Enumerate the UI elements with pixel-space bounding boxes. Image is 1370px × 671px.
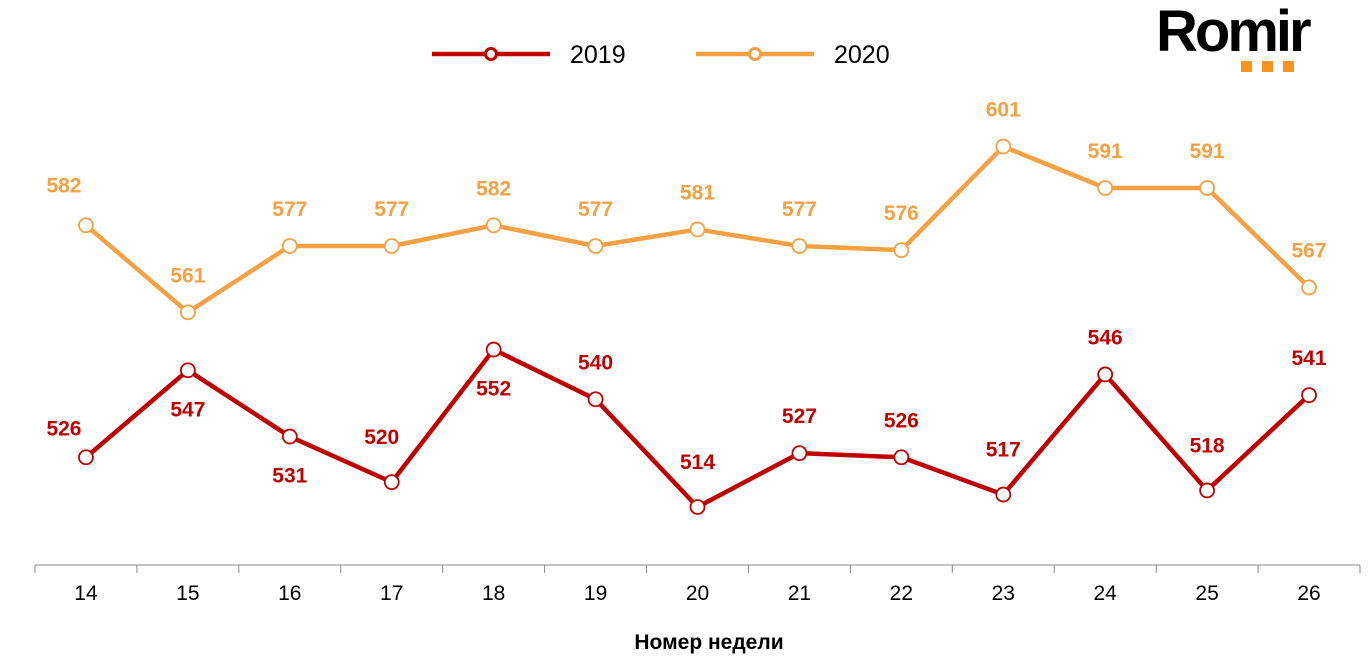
data-label-2020: 581 [680, 181, 715, 204]
data-point-2019 [689, 499, 706, 515]
data-point-2020 [689, 221, 706, 238]
data-label-2020: 577 [374, 198, 409, 221]
data-point-2020 [893, 242, 910, 259]
x-tick-label: 18 [482, 582, 505, 605]
data-point-2019 [383, 474, 400, 491]
data-label-2019: 526 [46, 417, 81, 440]
data-label-2020: 582 [476, 177, 511, 200]
data-point-2019 [281, 428, 298, 445]
data-point-2019 [179, 362, 196, 379]
data-point-2019 [893, 449, 910, 466]
data-label-2019: 517 [986, 439, 1021, 462]
data-label-2020: 577 [782, 198, 817, 221]
data-label-2019: 552 [476, 378, 511, 401]
x-tick-label: 23 [992, 582, 1015, 605]
x-tick-label: 16 [278, 582, 301, 605]
logo-square [1283, 61, 1294, 72]
data-label-2019: 540 [578, 351, 613, 374]
data-label-2019: 531 [272, 465, 307, 488]
data-point-2020 [485, 217, 502, 234]
data-point-2019 [485, 341, 502, 358]
data-label-2020: 567 [1292, 239, 1327, 262]
data-point-2019 [791, 445, 808, 462]
x-tick-label: 20 [686, 582, 709, 605]
legend-marker-2019 [484, 47, 498, 61]
logo-text: Romir [1156, 0, 1312, 64]
data-point-2019 [1097, 366, 1114, 383]
data-point-2020 [1301, 279, 1317, 296]
data-label-2019: 518 [1190, 434, 1225, 457]
series-line-2019 [84, 347, 1311, 510]
x-tick-label: 17 [380, 582, 403, 605]
x-tick-label: 21 [788, 582, 811, 605]
data-point-2019 [78, 449, 94, 466]
data-label-2019: 527 [782, 405, 817, 428]
data-label-2019: 520 [364, 426, 399, 449]
x-axis-title: Номер недели [634, 631, 783, 654]
legend-label-2019: 2019 [570, 41, 626, 69]
data-label-2020: 601 [986, 99, 1021, 122]
data-point-2020 [78, 217, 94, 234]
legend-marker-2020 [748, 47, 762, 61]
x-tick-label: 22 [890, 582, 913, 605]
data-label-2020: 582 [46, 174, 81, 197]
logo-square [1241, 61, 1252, 72]
legend-label-2020: 2020 [834, 41, 890, 69]
data-point-2019 [1301, 387, 1317, 404]
data-label-2019: 514 [680, 451, 715, 474]
data-point-2020 [383, 238, 400, 254]
data-point-2020 [281, 238, 298, 254]
x-tick-label: 24 [1094, 582, 1118, 605]
data-label-2019: 541 [1292, 347, 1327, 370]
data-point-2020 [995, 138, 1012, 155]
data-point-2020 [179, 304, 196, 321]
data-point-2020 [791, 238, 808, 254]
data-point-2020 [587, 238, 604, 254]
data-label-2020: 577 [272, 198, 307, 221]
data-label-2020: 577 [578, 198, 613, 221]
data-label-2020: 561 [170, 264, 205, 287]
data-point-2019 [587, 391, 604, 408]
data-point-2020 [1199, 180, 1216, 196]
data-label-2020: 591 [1088, 140, 1123, 163]
data-label-2019: 526 [884, 409, 919, 432]
data-label-2019: 546 [1088, 326, 1123, 349]
logo-square [1262, 61, 1273, 72]
data-label-2020: 576 [884, 202, 919, 225]
data-label-2019: 547 [170, 398, 205, 421]
romir-logo: Romir [1156, 0, 1356, 74]
x-tick-label: 15 [176, 582, 199, 605]
x-tick-label: 14 [74, 582, 98, 605]
data-label-2020: 591 [1190, 140, 1225, 163]
data-point-2019 [1199, 482, 1216, 499]
data-point-2020 [1097, 180, 1114, 196]
x-tick-label: 26 [1297, 582, 1320, 605]
x-tick-label: 19 [584, 582, 607, 605]
data-point-2019 [995, 486, 1012, 503]
x-tick-label: 25 [1195, 582, 1218, 605]
